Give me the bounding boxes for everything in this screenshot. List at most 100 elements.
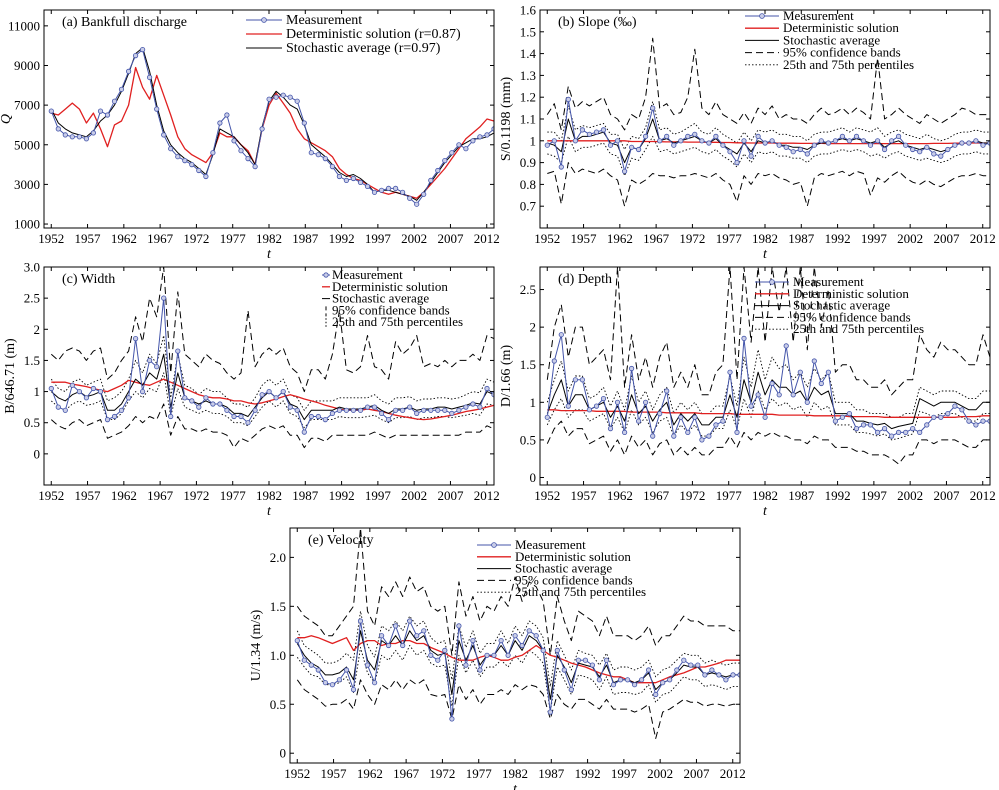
- measurement-point: [931, 414, 937, 420]
- measurement-point: [635, 418, 642, 424]
- legend-label: Stochastic average: [332, 291, 429, 306]
- y-tick-label: 1.0: [270, 648, 286, 663]
- measurement-point: [357, 618, 364, 624]
- measurement-point: [973, 138, 979, 144]
- measurement-point: [203, 395, 209, 401]
- measurement-point: [952, 403, 958, 409]
- measurement-point: [210, 401, 216, 407]
- measurement-point: [196, 404, 202, 410]
- x-tick-label: 1977: [716, 231, 743, 246]
- legend-label: Stochastic average (r=0.97): [286, 41, 441, 56]
- x-tick-label: 2002: [401, 488, 427, 503]
- legend-label: 25th and 75th percentiles: [793, 321, 924, 336]
- plot-area: [48, 46, 494, 207]
- measurement-point: [224, 112, 230, 118]
- y-tick-label: 0: [34, 446, 41, 461]
- measurement-point: [660, 680, 666, 686]
- measurement-point: [924, 144, 930, 150]
- measurement-point: [734, 160, 740, 166]
- x-tick-label: 1997: [611, 766, 638, 781]
- y-tick-label: 2: [34, 322, 41, 337]
- y-tick-label: 2: [530, 320, 537, 335]
- measurement-point: [596, 677, 603, 683]
- x-tick-label: 2002: [647, 766, 673, 781]
- measurement-point: [97, 388, 104, 395]
- measurement-point: [484, 652, 490, 658]
- series-stochastic: [546, 371, 990, 430]
- y-tick-label: 1.3: [520, 68, 536, 83]
- measurement-point: [133, 52, 139, 59]
- measurement-point: [621, 168, 628, 174]
- measurement-point: [477, 667, 483, 673]
- measurement-point: [748, 403, 754, 409]
- measurement-point: [526, 628, 532, 634]
- measurement-point: [189, 162, 195, 168]
- measurement-point: [678, 138, 684, 144]
- measurement-point: [154, 364, 160, 370]
- x-tick-label: 1992: [575, 766, 601, 781]
- measurement-point: [287, 404, 293, 410]
- y-tick-label: 0: [280, 746, 287, 761]
- measurement-point: [301, 120, 307, 126]
- legend-label: Measurement: [286, 13, 362, 28]
- x-tick-label: 1957: [75, 488, 102, 503]
- measurement-point: [371, 680, 378, 686]
- measurement-point: [716, 672, 722, 678]
- measurement-point: [917, 149, 923, 155]
- y-tick-label: 1.5: [270, 599, 286, 614]
- y-tick-label: 1: [530, 395, 537, 410]
- measurement-point: [593, 403, 600, 409]
- x-tick-label: 2012: [474, 231, 500, 246]
- measurement-point: [832, 138, 839, 144]
- x-tick-label: 1972: [679, 488, 705, 503]
- measurement-point: [477, 404, 483, 410]
- measurement-point: [90, 130, 97, 136]
- series-iqr-upper: [50, 335, 494, 411]
- measurement-point: [706, 140, 712, 146]
- measurement-point: [322, 416, 328, 423]
- measurement-point: [456, 142, 462, 148]
- legend-label: 95% confidence bands: [793, 309, 911, 324]
- measurement-point: [664, 133, 670, 139]
- series-measurement: [296, 620, 740, 720]
- y-tick-label: 1.5: [520, 24, 536, 39]
- measurement-point: [392, 623, 399, 629]
- measurement-point: [645, 667, 652, 673]
- measurement-point: [435, 167, 441, 174]
- x-tick-label: 1952: [534, 231, 560, 246]
- measurement-point: [371, 404, 378, 410]
- measurement-point: [435, 407, 441, 413]
- measurement-point: [273, 94, 279, 100]
- x-tick-label: 1982: [502, 766, 528, 781]
- measurement-point: [699, 138, 705, 144]
- x-tick-label: 2007: [683, 766, 710, 781]
- measurement-point: [449, 410, 455, 416]
- series-ci95-upper: [546, 37, 990, 131]
- x-tick-label: 1987: [788, 488, 815, 503]
- measurement-point: [498, 637, 504, 644]
- measurement-point: [280, 388, 286, 395]
- measurement-point: [678, 414, 684, 420]
- y-tick-label: 5000: [14, 137, 40, 152]
- measurement-point: [839, 414, 846, 420]
- measurement-point: [874, 429, 881, 435]
- y-tick-label: 0.7: [520, 199, 537, 214]
- measurement-point: [308, 150, 314, 156]
- measurement-point: [867, 142, 874, 148]
- measurement-point: [628, 144, 635, 150]
- series-ci95-lower: [50, 403, 494, 449]
- measurement-point: [973, 422, 979, 428]
- measurement-point: [631, 682, 638, 688]
- x-tick-label: 1962: [607, 488, 633, 503]
- measurement-point: [364, 404, 371, 410]
- measurement-point: [463, 662, 469, 668]
- measurement-point: [322, 156, 328, 162]
- measurement-point: [688, 662, 694, 668]
- measurement-point: [62, 132, 68, 138]
- y-tick-label: 2.0: [270, 550, 286, 565]
- measurement-point: [364, 662, 371, 668]
- measurement-point: [315, 413, 321, 420]
- measurement-point: [336, 407, 342, 413]
- measurement-point: [421, 407, 427, 413]
